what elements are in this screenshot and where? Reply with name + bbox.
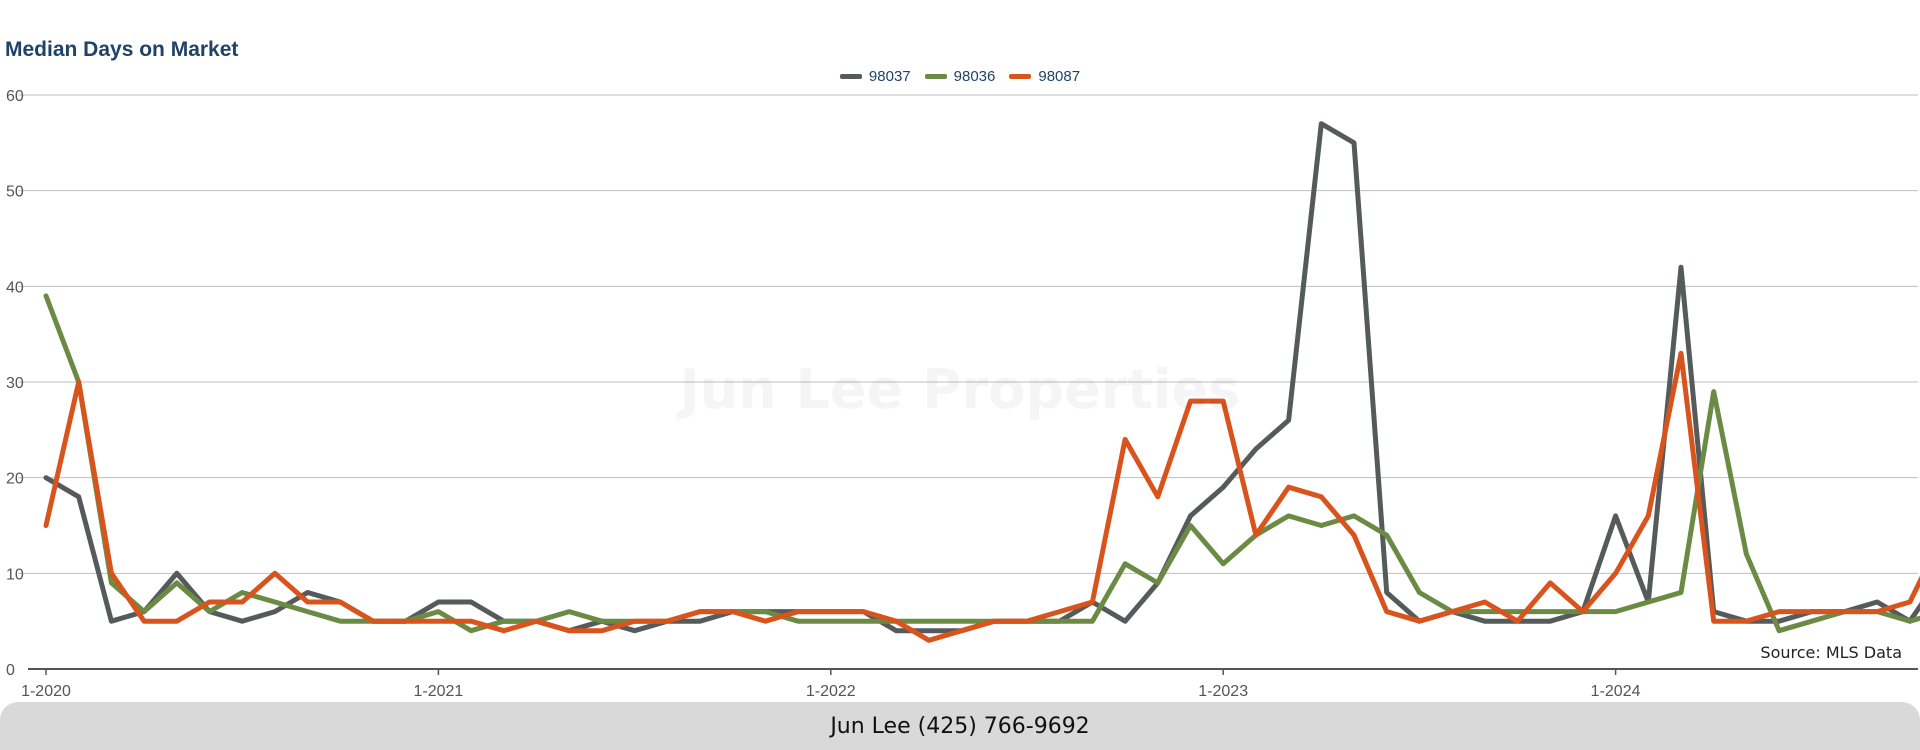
- y-tick-label-10: 10: [6, 566, 24, 583]
- legend-label-98037: 98037: [868, 68, 911, 85]
- legend-item-98037[interactable]: 98037: [839, 68, 911, 85]
- chart-title: Median Days on Market: [5, 38, 239, 61]
- legend: 98037 98036 98087: [0, 68, 1920, 85]
- x-tick-label-1-2023: 1-2023: [1198, 683, 1248, 700]
- y-tick-label-60: 60: [6, 88, 24, 105]
- y-tick-label-40: 40: [6, 279, 24, 296]
- legend-swatch-98036: [924, 74, 947, 79]
- source-note: Source: MLS Data: [1760, 643, 1902, 662]
- y-tick-label-0: 0: [6, 662, 15, 679]
- x-tick-label-1-2022: 1-2022: [806, 683, 856, 700]
- legend-swatch-98037: [839, 74, 862, 79]
- footer-contact: Jun Lee (425) 766-9692: [830, 713, 1090, 739]
- legend-swatch-98087: [1009, 74, 1032, 79]
- series-line-98036: [43, 293, 1920, 634]
- legend-label-98087: 98087: [1038, 68, 1081, 85]
- series-line-98037: [43, 121, 1920, 634]
- y-tick-label-30: 30: [6, 375, 24, 392]
- legend-item-98087[interactable]: 98087: [1009, 68, 1080, 85]
- x-tick-label-1-2024: 1-2024: [1591, 683, 1641, 700]
- x-tick-label-1-2021: 1-2021: [413, 683, 463, 700]
- y-tick-label-50: 50: [6, 184, 24, 201]
- x-tick-label-1-2020: 1-2020: [21, 683, 71, 700]
- legend-label-98036: 98036: [953, 68, 996, 85]
- series-line-98087: [43, 350, 1920, 643]
- footer-bar: Jun Lee (425) 766-9692: [0, 702, 1920, 750]
- legend-item-98036[interactable]: 98036: [924, 68, 996, 85]
- y-tick-label-20: 20: [6, 471, 24, 488]
- line-chart: 0 10 20 30 40 50 60 1-2020 1-2021 1-2022 1-2023 1-2…: [6, 88, 1920, 700]
